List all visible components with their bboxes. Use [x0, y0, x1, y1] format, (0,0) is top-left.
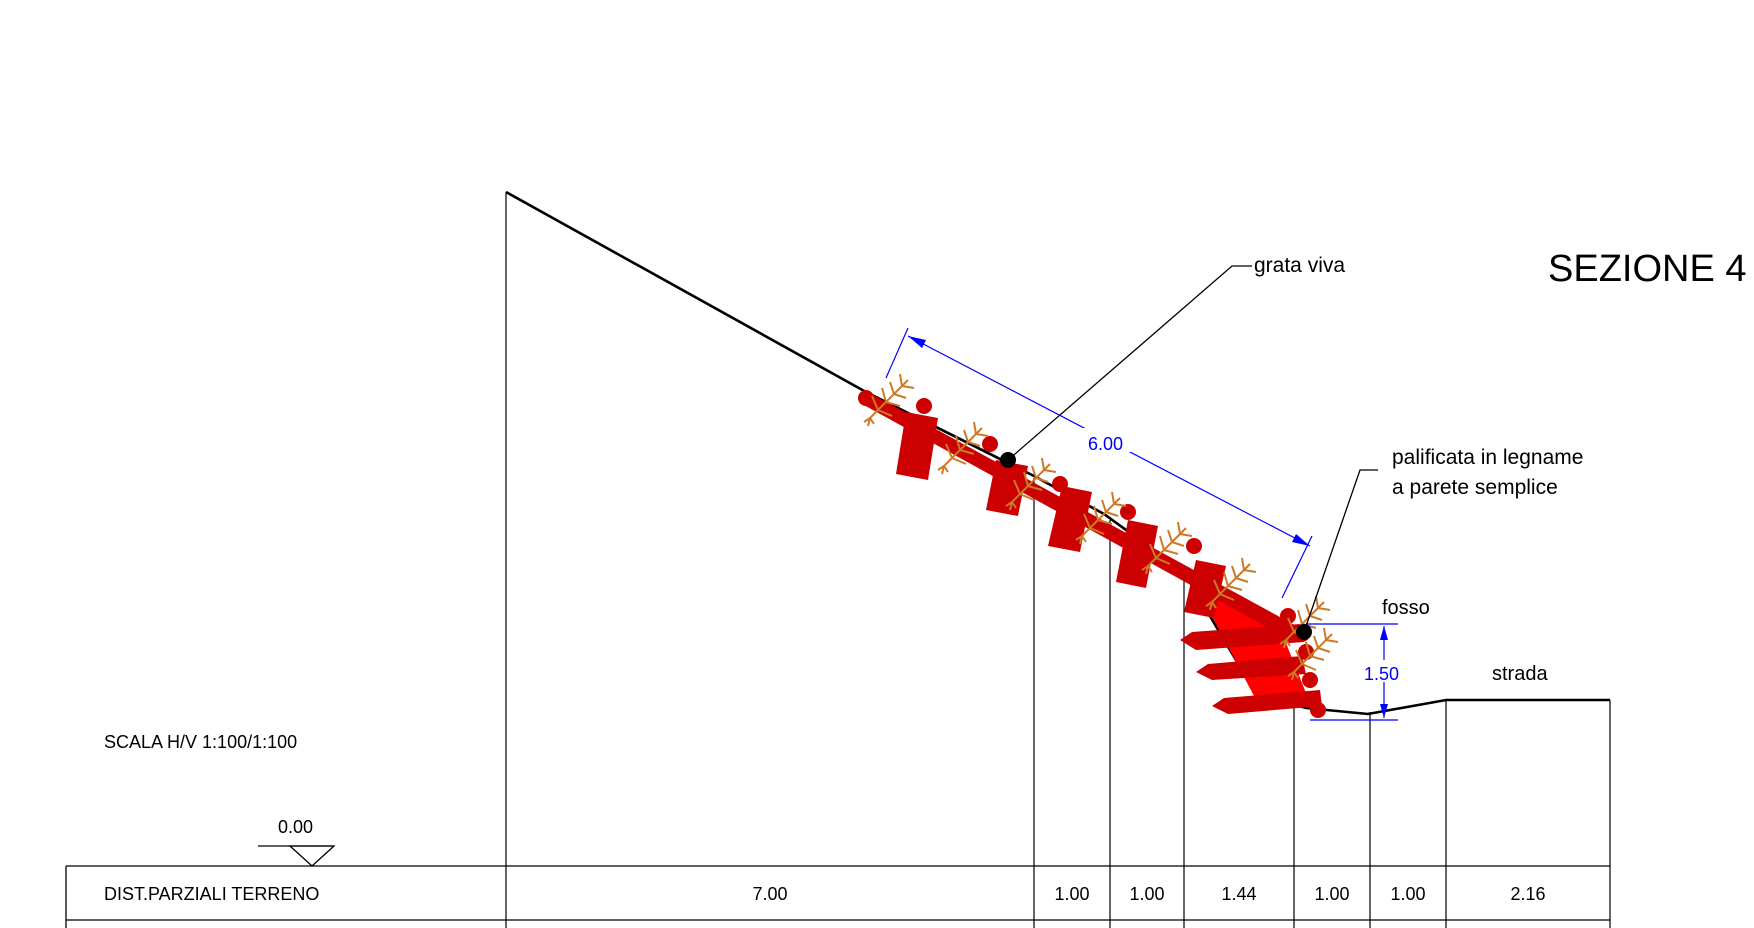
- table-cell: 1.00: [1390, 884, 1425, 904]
- timber-logs: [858, 390, 1326, 718]
- distance-table: DIST.PARZIALI TERRENO 7.00 1.00 1.00 1.4…: [65, 865, 1610, 928]
- slope-dimension-label: 6.00: [1088, 434, 1123, 454]
- palificata-leader: [1296, 469, 1378, 640]
- table-cell: 1.00: [1129, 884, 1164, 904]
- scale-note: SCALA H/V 1:100/1:100: [104, 732, 297, 752]
- fosso-label: fosso: [1382, 597, 1430, 619]
- datum-marker: 0.00: [258, 817, 336, 867]
- table-row-label: DIST.PARZIALI TERRENO: [104, 884, 319, 904]
- palificata-label-line2: a parete semplice: [1392, 476, 1558, 499]
- ditch-dimension: [1306, 623, 1398, 721]
- slope-dimension: [885, 327, 1313, 599]
- section-title: SEZIONE 4: [1548, 248, 1747, 290]
- table-cell: 1.00: [1054, 884, 1089, 904]
- grata-crosses: [896, 412, 1226, 618]
- palificata-piles: [1180, 624, 1322, 714]
- palificata-label-line1: palificata in legname: [1392, 446, 1583, 469]
- datum-label: 0.00: [278, 817, 313, 837]
- strada-label: strada: [1492, 663, 1548, 685]
- grata-leader: [1000, 265, 1252, 468]
- ditch-dimension-label: 1.50: [1364, 664, 1399, 684]
- table-cell: 1.44: [1221, 884, 1256, 904]
- palificata-fill: [1196, 586, 1312, 708]
- table-cell: 2.16: [1510, 884, 1545, 904]
- table-cell: 7.00: [752, 884, 787, 904]
- grata-label: grata viva: [1254, 254, 1345, 277]
- station-lines: [1033, 478, 1611, 928]
- table-cell: 1.00: [1314, 884, 1349, 904]
